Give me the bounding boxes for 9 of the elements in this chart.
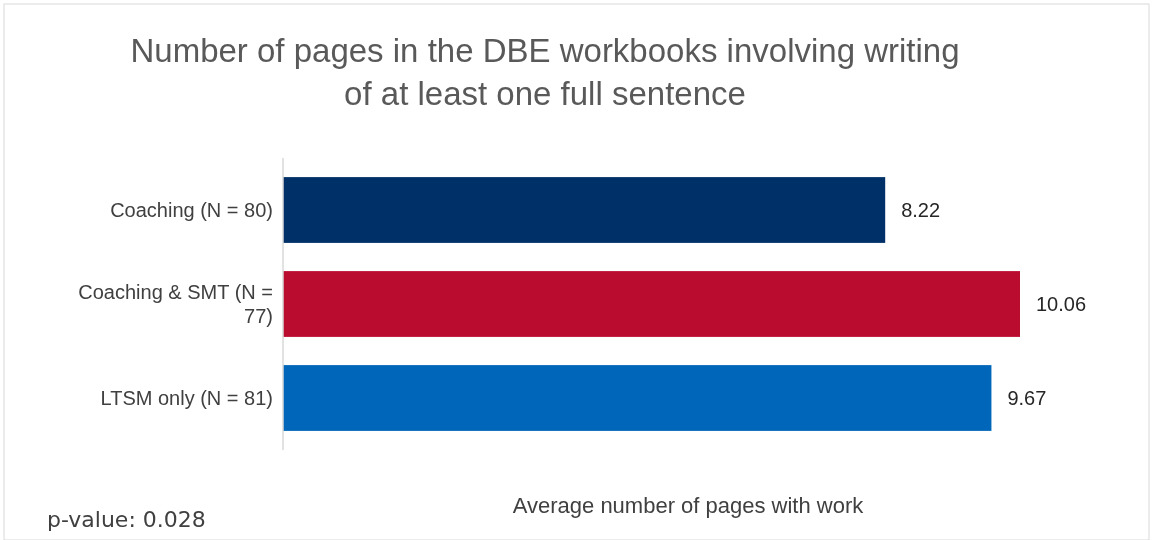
x-axis-title: Average number of pages with work [512, 493, 865, 518]
data-label: 8.22 [901, 199, 941, 221]
y-tick-label: LTSM only (N = 81) [100, 387, 273, 409]
data-label: 9.67 [1007, 387, 1047, 409]
y-tick-label: Coaching & SMT (N = 77) [78, 281, 273, 327]
chart-title: Number of pages in the DBE workbooks involving writing of at least one full sentence [130, 32, 960, 112]
y-tick-label: Coaching (N = 80) [110, 199, 273, 221]
text: p-value: 0.028 [47, 507, 206, 532]
data-label: 10.06 [1036, 293, 1087, 315]
